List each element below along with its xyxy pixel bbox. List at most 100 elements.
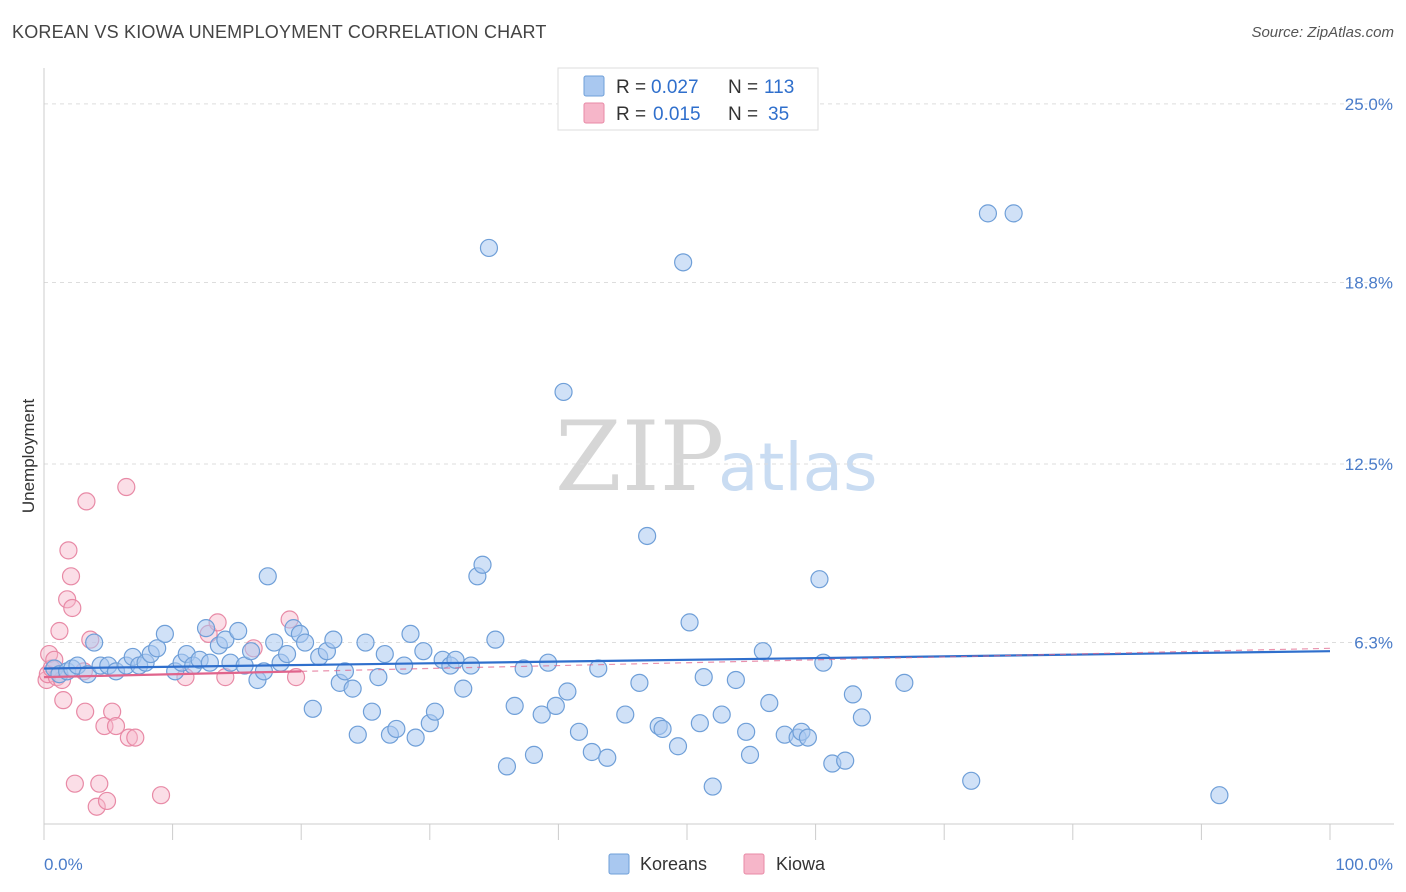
korean-point-15: [148, 639, 167, 658]
koreans-trend-line: [43, 650, 1331, 670]
korean-point-55: [406, 728, 425, 747]
legend-kiowa-r-label: R =: [616, 104, 646, 125]
korean-point-91: [703, 777, 722, 796]
korean-point-44: [335, 662, 355, 681]
korean-point-67: [486, 630, 505, 649]
kiowa-point-11: [61, 567, 81, 586]
y-tick-label-2: 18.8%: [1345, 274, 1393, 293]
korean-point-50: [375, 644, 394, 664]
korean-point-46: [348, 725, 367, 744]
korean-point-42: [324, 630, 343, 649]
legend-kiowa-n-label: N =: [728, 104, 758, 125]
korean-point-61: [446, 650, 465, 669]
legend-koreans-swatch: [583, 75, 605, 97]
korean-point-62: [454, 679, 473, 698]
korean-point-78: [582, 742, 601, 762]
korean-point-112: [1210, 786, 1229, 805]
x-tick-label-0: 0.0%: [44, 855, 83, 874]
korean-point-27: [229, 621, 248, 641]
legend-kiowa-r-value: 0.015: [653, 104, 701, 125]
legend-bottom-koreans-label: Koreans: [640, 854, 707, 874]
kiowa-point-10: [59, 541, 78, 560]
legend-bottom-koreans-swatch: [608, 853, 630, 875]
korean-point-68: [497, 757, 517, 776]
legend-koreans-r-label: R =: [616, 77, 646, 98]
kiowa-point-23: [106, 716, 126, 736]
korean-point-106: [843, 685, 862, 704]
korean-point-75: [554, 382, 573, 402]
korean-point-90: [694, 668, 713, 687]
korean-point-47: [356, 633, 375, 652]
korean-point-39: [303, 699, 322, 718]
korean-point-102: [810, 570, 829, 589]
korean-point-87: [674, 253, 693, 272]
chart-title: KOREAN VS KIOWA UNEMPLOYMENT CORRELATION…: [12, 22, 547, 42]
korean-point-23: [200, 653, 219, 672]
korean-point-81: [616, 705, 635, 724]
legend-bottom-kiowa-swatch: [743, 853, 765, 875]
korean-point-49: [369, 668, 388, 687]
kiowa-point-34: [286, 668, 306, 687]
korean-point-22: [196, 619, 216, 638]
korean-point-16: [155, 624, 174, 643]
korean-point-58: [425, 702, 445, 721]
korean-point-85: [653, 719, 672, 739]
korean-point-96: [753, 642, 772, 661]
korean-point-65: [473, 555, 492, 574]
kiowa-point-22: [103, 702, 122, 721]
korean-point-105: [836, 751, 855, 770]
kiowa-point-24: [117, 477, 136, 497]
korean-point-111: [1004, 204, 1023, 223]
korean-point-93: [726, 670, 745, 690]
korean-point-88: [680, 613, 699, 632]
korean-point-66: [479, 238, 499, 258]
x-tick-label-1: 100.0%: [1335, 855, 1393, 874]
kiowa-point-9: [58, 590, 77, 609]
y-tick-label-3: 25.0%: [1345, 95, 1393, 114]
y-tick-label-1: 12.5%: [1345, 455, 1393, 474]
korean-point-109: [962, 771, 981, 790]
korean-point-35: [277, 644, 297, 664]
y-tick-label-0: 6.3%: [1354, 634, 1393, 653]
korean-point-53: [394, 656, 414, 675]
korean-point-33: [265, 633, 284, 652]
korean-point-79: [589, 659, 608, 678]
watermark-atlas: atlas: [718, 429, 878, 506]
korean-point-80: [598, 748, 617, 767]
korean-point-94: [737, 722, 756, 741]
watermark-zip: ZIP: [555, 401, 724, 513]
axes: [43, 68, 1394, 840]
korean-point-74: [546, 696, 565, 716]
legend-bottom: Koreans Kiowa: [608, 853, 826, 875]
korean-point-95: [740, 745, 760, 764]
korean-point-69: [505, 696, 524, 716]
tick-labels: 6.3% 12.5% 18.8% 25.0% 0.0% 100.0%: [44, 95, 1393, 874]
kiowa-point-6: [50, 621, 69, 641]
kiowa-point-26: [126, 728, 145, 747]
kiowa-point-25: [119, 728, 138, 747]
legend-kiowa-swatch: [583, 102, 605, 124]
korean-point-45: [343, 679, 362, 698]
kiowa-point-21: [97, 791, 117, 811]
legend-top: R = 0.027 N = 113 R = 0.015 N = 35: [557, 67, 819, 131]
legend-koreans-n-label: N =: [728, 77, 758, 98]
korean-point-108: [895, 673, 914, 692]
korean-point-83: [638, 526, 657, 546]
korean-point-25: [216, 630, 235, 649]
korean-point-82: [630, 673, 649, 692]
korean-point-6: [85, 633, 104, 652]
korean-point-70: [514, 659, 533, 678]
legend-bottom-kiowa-label: Kiowa: [776, 854, 826, 874]
korean-point-103: [814, 653, 833, 672]
kiowa-trend-line: [43, 670, 302, 679]
legend-koreans-n-value: 113: [764, 77, 794, 98]
kiowa-points: [37, 477, 306, 816]
korean-point-107: [852, 708, 871, 727]
korean-point-71: [524, 745, 544, 764]
kiowa-point-15: [76, 702, 95, 721]
korean-point-101: [798, 728, 817, 747]
source-label: Source: ZipAtlas.com: [1251, 24, 1394, 41]
trend-lines: [43, 647, 1331, 679]
korean-point-63: [461, 656, 481, 675]
